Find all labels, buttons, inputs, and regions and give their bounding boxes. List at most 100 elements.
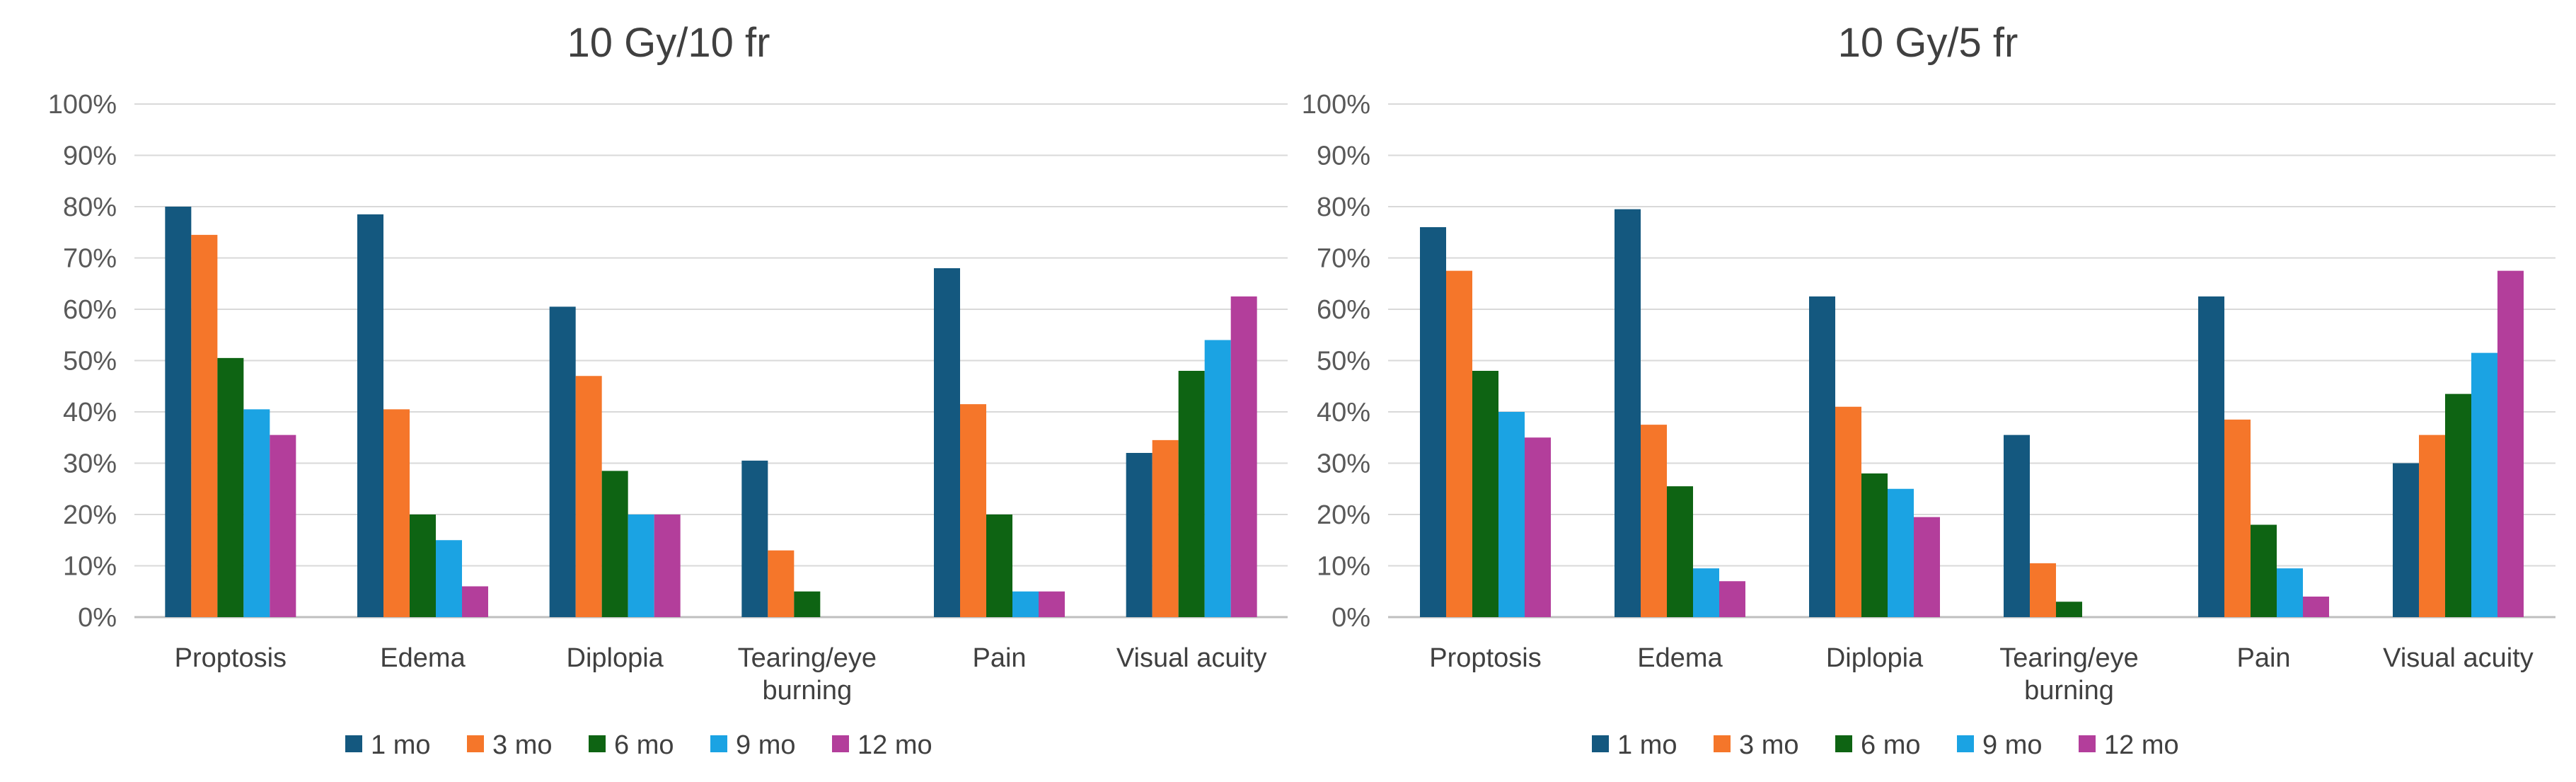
bar-1-mo-diplopia — [549, 306, 576, 617]
y-tick-label: 70% — [63, 244, 117, 274]
bar-12-mo-diplopia — [654, 514, 681, 617]
chart-title: 10 Gy/10 fr — [567, 20, 770, 66]
bar-9-mo-edema — [436, 540, 462, 617]
legend-label: 3 mo — [1739, 730, 1798, 760]
legend-swatch — [1957, 735, 1974, 752]
legend-item: 6 mo — [589, 730, 674, 760]
legend-item: 9 mo — [710, 730, 795, 760]
bar-1-mo-visual-acuity — [1126, 453, 1153, 617]
bar-12-mo-visual-acuity — [1230, 296, 1257, 617]
bar-3-mo-visual-acuity — [2419, 435, 2445, 617]
legend-label: 3 mo — [492, 730, 552, 760]
bar-1-mo-edema — [357, 214, 383, 617]
bar-12-mo-proptosis — [270, 435, 296, 617]
chart-2: 10 Gy/5 fr 0% 10% 20% 30% 40% 50% 60% 70% 80% 90% 1… — [1302, 20, 2555, 760]
bar-1-mo-visual-acuity — [2393, 463, 2419, 617]
bar-3-mo-pain — [2224, 419, 2251, 617]
legend-label: 1 mo — [371, 730, 430, 760]
legend-swatch — [589, 735, 606, 752]
category-label: Tearing/eye burning — [1999, 643, 2138, 706]
category-label: Pain — [2236, 643, 2290, 673]
category-label: Tearing/eye burning — [738, 643, 877, 706]
bar-3-mo-diplopia — [575, 376, 602, 617]
y-tick-label: 20% — [1317, 500, 1370, 530]
bar-3-mo-proptosis — [1446, 270, 1472, 617]
chart-title: 10 Gy/5 fr — [1838, 20, 2018, 66]
chart-1: 10 Gy/10 fr 0% 10% 20% 30% 40% 50% 60% 70% 80% 90%… — [48, 20, 1288, 760]
legend-item: 12 mo — [832, 730, 932, 760]
y-tick-label: 30% — [1317, 449, 1370, 479]
bar-6-mo-edema — [1667, 486, 1693, 617]
bar-12-mo-pain — [1039, 591, 1065, 617]
legend-label: 6 mo — [1861, 730, 1920, 760]
y-tick-label: 80% — [1317, 192, 1370, 222]
bar-3-mo-tearing-eye-burning — [2030, 563, 2056, 617]
bar-12-mo-pain — [2303, 597, 2329, 617]
category-label: Edema — [1637, 643, 1723, 673]
category-label: Edema — [380, 643, 466, 673]
legend-item: 9 mo — [1957, 730, 2042, 760]
bar-9-mo-edema — [1693, 568, 1719, 617]
category-label: Pain — [972, 643, 1026, 673]
bar-1-mo-tearing-eye-burning — [741, 460, 768, 617]
y-tick-label: 30% — [63, 449, 117, 479]
y-tick-label: 40% — [63, 398, 117, 427]
bar-9-mo-diplopia — [1888, 488, 1914, 617]
bar-9-mo-visual-acuity — [1204, 340, 1231, 617]
legend-label: 1 mo — [1617, 730, 1677, 760]
category-label: Visual acuity — [1116, 643, 1267, 673]
legend-item: 6 mo — [1835, 730, 1920, 760]
y-tick-label: 50% — [1317, 347, 1370, 376]
bar-3-mo-diplopia — [1835, 406, 1861, 617]
bar-6-mo-diplopia — [1861, 473, 1888, 617]
legend-item: 1 mo — [345, 730, 430, 760]
bar-1-mo-proptosis — [165, 207, 192, 617]
bar-1-mo-proptosis — [1420, 227, 1446, 617]
legend-swatch — [1835, 735, 1852, 752]
legend-label: 9 mo — [1982, 730, 2042, 760]
y-tick-label: 60% — [1317, 295, 1370, 325]
legend-item: 3 mo — [467, 730, 552, 760]
legend-swatch — [467, 735, 484, 752]
y-tick-label: 50% — [63, 347, 117, 376]
legend-swatch — [1592, 735, 1609, 752]
bar-6-mo-edema — [410, 514, 436, 617]
legend-label: 12 mo — [2104, 730, 2179, 760]
legend-swatch — [1714, 735, 1731, 752]
bar-12-mo-visual-acuity — [2497, 270, 2524, 617]
legend-swatch — [832, 735, 849, 752]
y-tick-label: 20% — [63, 500, 117, 530]
y-tick-label: 70% — [1317, 244, 1370, 274]
bar-3-mo-pain — [960, 404, 986, 617]
y-tick-label: 100% — [48, 90, 117, 120]
legend-item: 1 mo — [1592, 730, 1677, 760]
bar-9-mo-proptosis — [243, 409, 270, 617]
bar-1-mo-pain — [2198, 296, 2224, 617]
bar-6-mo-visual-acuity — [2445, 393, 2471, 617]
y-tick-label: 100% — [1302, 90, 1370, 120]
category-label: Diplopia — [1826, 643, 1924, 673]
bar-6-mo-diplopia — [601, 471, 628, 617]
bar-9-mo-pain — [2277, 568, 2303, 617]
bar-6-mo-pain — [986, 514, 1012, 617]
y-tick-label: 10% — [1317, 552, 1370, 582]
y-tick-label: 80% — [63, 192, 117, 222]
legend-label: 6 mo — [614, 730, 674, 760]
legend-item: 3 mo — [1714, 730, 1798, 760]
legend-label: 12 mo — [857, 730, 932, 760]
bar-9-mo-proptosis — [1498, 412, 1525, 617]
category-label: Diplopia — [567, 643, 664, 673]
bar-3-mo-visual-acuity — [1152, 439, 1179, 617]
bar-12-mo-proptosis — [1525, 437, 1551, 617]
y-tick-label: 40% — [1317, 398, 1370, 427]
legend-swatch — [345, 735, 362, 752]
legend-swatch — [710, 735, 727, 752]
bar-3-mo-tearing-eye-burning — [768, 550, 795, 617]
bar-3-mo-proptosis — [191, 234, 218, 617]
bar-6-mo-proptosis — [217, 357, 244, 617]
y-tick-label: 60% — [63, 295, 117, 325]
bar-6-mo-pain — [2251, 524, 2277, 617]
bar-9-mo-pain — [1012, 591, 1039, 617]
y-tick-label: 0% — [78, 603, 117, 633]
